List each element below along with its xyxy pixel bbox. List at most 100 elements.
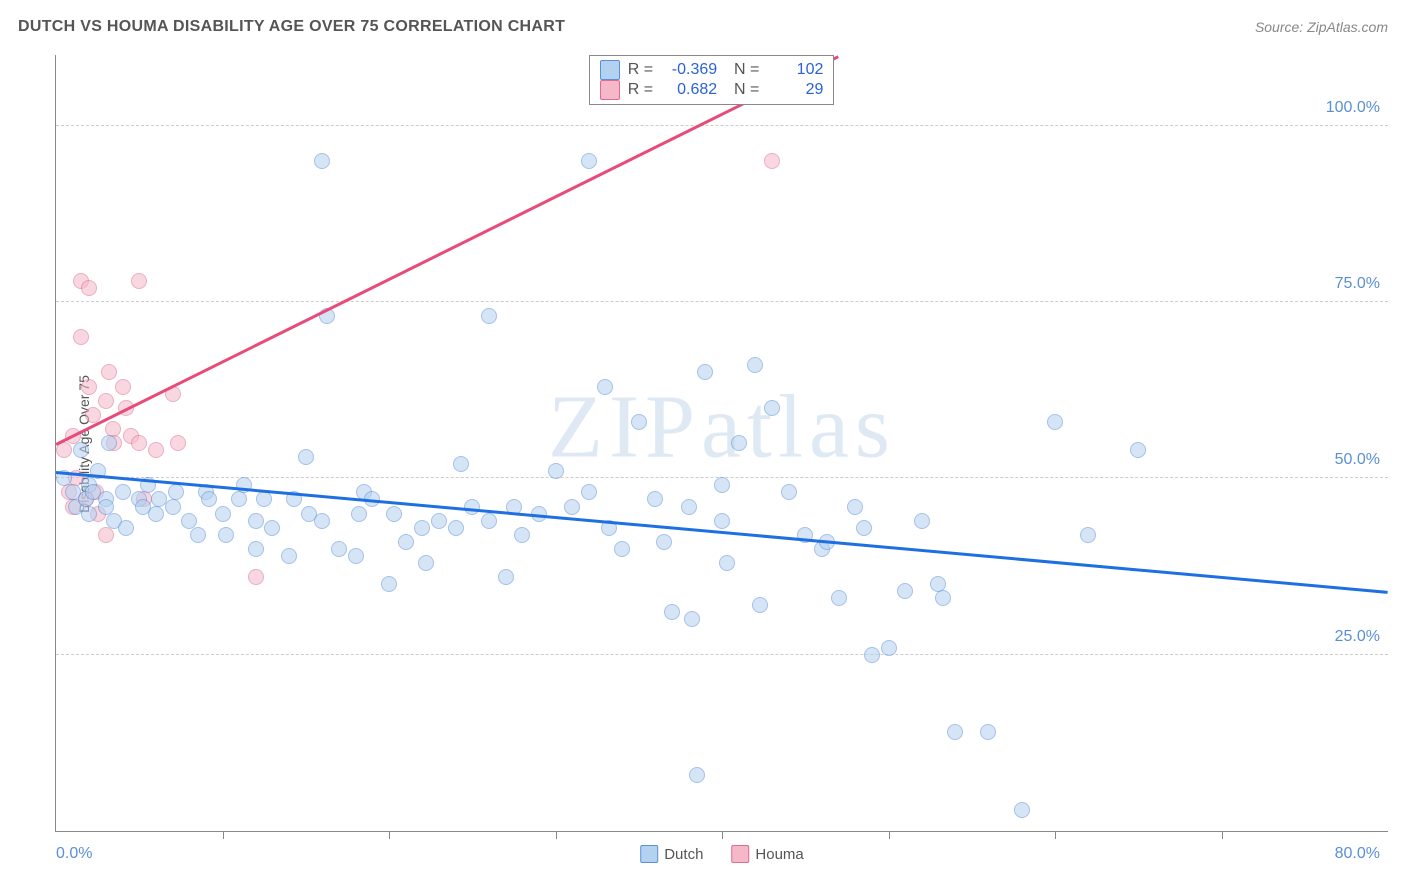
dutch-data-point [386, 506, 402, 522]
dutch-data-point [464, 499, 480, 515]
x-axis-min-label: 0.0% [56, 845, 92, 863]
houma-data-point [98, 393, 114, 409]
dutch-swatch-icon [600, 60, 620, 80]
dutch-data-point [431, 513, 447, 529]
dutch-data-point [714, 477, 730, 493]
x-tick [722, 831, 723, 839]
legend-label: Dutch [664, 846, 703, 863]
houma-data-point [131, 435, 147, 451]
scatter-chart: Disability Age Over 75 ZIPatlas R =-0.36… [55, 55, 1388, 832]
houma-swatch-icon [600, 80, 620, 100]
houma-data-point [85, 407, 101, 423]
y-tick-label: 25.0% [1335, 628, 1380, 646]
houma-data-point [248, 569, 264, 585]
houma-data-point [98, 527, 114, 543]
dutch-data-point [881, 640, 897, 656]
legend-label: Houma [755, 846, 803, 863]
dutch-data-point [581, 484, 597, 500]
legend: Dutch Houma [640, 845, 804, 863]
dutch-data-point [1047, 414, 1063, 430]
dutch-data-point [914, 513, 930, 529]
stat-row-houma: R = 0.682 N = 29 [600, 80, 824, 100]
gridline [56, 301, 1388, 302]
dutch-data-point [831, 590, 847, 606]
n-value: 102 [767, 61, 823, 79]
chart-title: DUTCH VS HOUMA DISABILITY AGE OVER 75 CO… [18, 18, 565, 36]
houma-data-point [131, 273, 147, 289]
dutch-data-point [351, 506, 367, 522]
x-tick [389, 831, 390, 839]
dutch-data-point [719, 555, 735, 571]
dutch-data-point [331, 541, 347, 557]
legend-item-houma: Houma [731, 845, 803, 863]
gridline [56, 654, 1388, 655]
dutch-data-point [731, 435, 747, 451]
houma-data-point [170, 435, 186, 451]
houma-swatch-icon [731, 845, 749, 863]
dutch-data-point [714, 513, 730, 529]
dutch-data-point [398, 534, 414, 550]
y-tick-label: 75.0% [1335, 275, 1380, 293]
houma-data-point [81, 280, 97, 296]
dutch-data-point [101, 435, 117, 451]
houma-trend-line [55, 55, 839, 445]
dutch-data-point [614, 541, 630, 557]
r-label: R = [628, 81, 653, 99]
dutch-data-point [752, 597, 768, 613]
dutch-data-point [248, 513, 264, 529]
dutch-data-point [448, 520, 464, 536]
dutch-data-point [764, 400, 780, 416]
dutch-data-point [314, 513, 330, 529]
dutch-data-point [684, 611, 700, 627]
dutch-data-point [148, 506, 164, 522]
r-value: -0.369 [661, 61, 717, 79]
dutch-data-point [381, 576, 397, 592]
dutch-data-point [897, 583, 913, 599]
dutch-data-point [856, 520, 872, 536]
dutch-data-point [256, 491, 272, 507]
y-tick-label: 50.0% [1335, 451, 1380, 469]
dutch-data-point [681, 499, 697, 515]
n-value: 29 [767, 81, 823, 99]
dutch-data-point [1080, 527, 1096, 543]
dutch-data-point [664, 604, 680, 620]
x-tick [1222, 831, 1223, 839]
dutch-data-point [597, 379, 613, 395]
dutch-data-point [248, 541, 264, 557]
dutch-data-point [418, 555, 434, 571]
houma-data-point [115, 379, 131, 395]
dutch-data-point [481, 308, 497, 324]
dutch-data-point [481, 513, 497, 529]
dutch-data-point [281, 548, 297, 564]
houma-data-point [764, 153, 780, 169]
dutch-data-point [548, 463, 564, 479]
dutch-data-point [935, 590, 951, 606]
dutch-data-point [864, 647, 880, 663]
correlation-stats-box: R = -0.369 N = 102R = 0.682 N = 29 [589, 55, 835, 105]
dutch-data-point [564, 499, 580, 515]
r-label: R = [628, 61, 653, 79]
dutch-data-point [231, 491, 247, 507]
dutch-data-point [689, 767, 705, 783]
dutch-data-point [656, 534, 672, 550]
dutch-data-point [118, 520, 134, 536]
gridline [56, 125, 1388, 126]
y-tick-label: 100.0% [1326, 99, 1380, 117]
dutch-data-point [647, 491, 663, 507]
legend-item-dutch: Dutch [640, 845, 703, 863]
dutch-data-point [697, 364, 713, 380]
dutch-data-point [781, 484, 797, 500]
dutch-data-point [218, 527, 234, 543]
n-label: N = [725, 81, 759, 99]
dutch-data-point [73, 442, 89, 458]
dutch-data-point [298, 449, 314, 465]
x-tick [223, 831, 224, 839]
dutch-data-point [190, 527, 206, 543]
r-value: 0.682 [661, 81, 717, 99]
dutch-data-point [115, 484, 131, 500]
dutch-data-point [414, 520, 430, 536]
dutch-data-point [847, 499, 863, 515]
dutch-data-point [264, 520, 280, 536]
houma-data-point [148, 442, 164, 458]
x-tick [1055, 831, 1056, 839]
